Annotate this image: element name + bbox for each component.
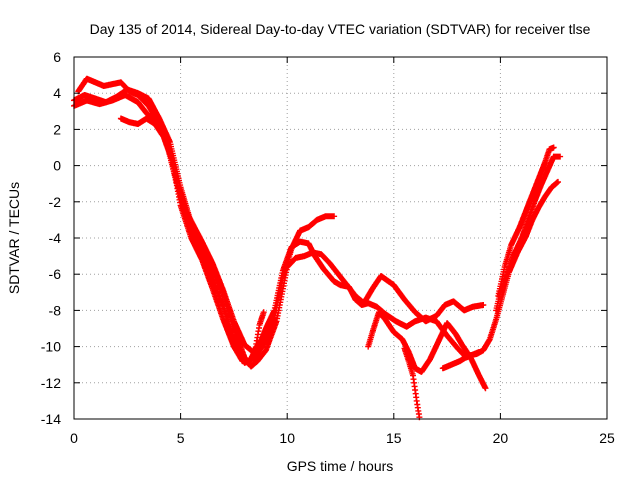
x-axis-label: GPS time / hours	[287, 458, 394, 474]
series-track-4	[117, 115, 267, 366]
x-tick-label: 25	[599, 430, 615, 446]
x-tick-label: 5	[177, 430, 185, 446]
grid-lines	[74, 57, 607, 419]
data-markers	[117, 115, 267, 366]
data-markers	[71, 92, 338, 366]
chart-title: Day 135 of 2014, Sidereal Day-to-day VTE…	[90, 21, 591, 37]
tick-labels: 0 5 10 15 20 25 -14 -12 -10 -8 -6 -4 -2 0 2 4 6	[41, 49, 615, 446]
data-markers	[495, 144, 557, 299]
y-tick-label: 6	[53, 49, 61, 65]
y-tick-label: -10	[41, 339, 61, 355]
y-tick-label: 0	[53, 158, 61, 174]
x-tick-label: 20	[493, 430, 509, 446]
x-tick-label: 0	[70, 430, 78, 446]
x-tick-label: 10	[279, 430, 295, 446]
series-track-9	[495, 144, 557, 299]
data-markers	[75, 75, 483, 361]
data-markers	[401, 345, 423, 421]
series-track-3	[75, 75, 483, 361]
y-tick-label: 4	[53, 85, 61, 101]
x-tick-label: 15	[386, 430, 402, 446]
y-tick-label: -6	[49, 266, 62, 282]
data-markers	[493, 153, 564, 314]
y-tick-label: -2	[49, 194, 62, 210]
y-tick-label: 2	[53, 121, 61, 137]
series-track-6	[401, 345, 423, 421]
y-tick-label: -12	[41, 375, 61, 391]
y-axis-label: SDTVAR / TECUs	[6, 182, 22, 294]
data-points	[71, 75, 564, 421]
series-track-2	[71, 92, 338, 366]
y-tick-label: -14	[41, 411, 61, 427]
axis-ticks	[73, 56, 608, 420]
y-tick-label: -4	[49, 230, 62, 246]
series-track-8	[493, 153, 564, 314]
y-tick-label: -8	[49, 302, 62, 318]
